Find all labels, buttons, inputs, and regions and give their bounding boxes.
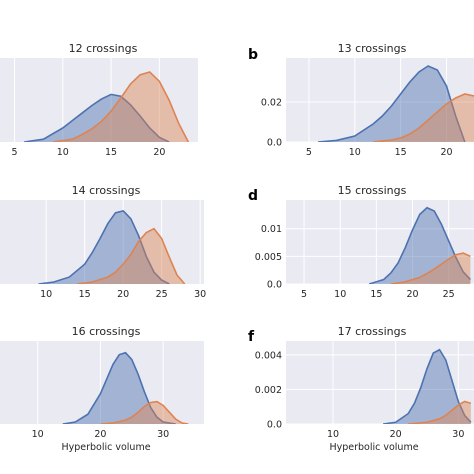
x-tick-label: 20 bbox=[94, 429, 106, 440]
plot-area bbox=[286, 200, 474, 284]
x-axis-label: Hyperbolic volume bbox=[329, 442, 418, 453]
x-tick-label: 15 bbox=[105, 147, 117, 158]
x-tick-label: 10 bbox=[40, 289, 52, 300]
series-2-fill bbox=[100, 401, 189, 424]
x-tick-label: 20 bbox=[390, 429, 402, 440]
panel-letter: b bbox=[248, 47, 258, 63]
x-tick-label: 15 bbox=[395, 147, 407, 158]
y-tick-label: 0.004 bbox=[255, 350, 282, 361]
panel-a: 5 10 15 20 12 crossings bbox=[0, 42, 198, 158]
series-1-fill bbox=[383, 349, 471, 424]
panel-title: 15 crossings bbox=[338, 184, 407, 197]
x-tick-label: 5 bbox=[301, 289, 307, 300]
series-2-fill bbox=[408, 401, 471, 424]
x-tick-label: 10 bbox=[57, 147, 69, 158]
series-1-fill bbox=[62, 352, 176, 424]
x-tick-label: 15 bbox=[79, 289, 91, 300]
series-2-line bbox=[373, 93, 474, 142]
y-tick-label: 0.01 bbox=[261, 224, 282, 235]
x-tick-label: 15 bbox=[370, 289, 382, 300]
series-1-line bbox=[62, 351, 176, 424]
series-2-line bbox=[100, 400, 189, 424]
plot-area bbox=[0, 341, 204, 424]
x-tick-label: 25 bbox=[443, 289, 455, 300]
series-2-line bbox=[53, 71, 190, 142]
x-tick-label: 10 bbox=[334, 289, 346, 300]
panel-f: 10 20 30 0.0 0.002 0.004 17 crossings Hyperboli… bbox=[248, 325, 474, 453]
x-tick-label: 30 bbox=[194, 289, 206, 300]
x-tick-label: 10 bbox=[349, 147, 361, 158]
x-axis-label: Hyperbolic volume bbox=[61, 442, 150, 453]
x-tick-label: 10 bbox=[327, 429, 339, 440]
panel-title: 12 crossings bbox=[69, 42, 138, 55]
y-tick-label: 0.0 bbox=[267, 420, 282, 431]
panel-b: 5 10 15 20 0.0 0.02 13 crossings b bbox=[248, 42, 474, 158]
series-2-fill bbox=[53, 72, 189, 142]
x-tick-label: 20 bbox=[117, 289, 129, 300]
panel-e: 10 20 30 16 crossings Hyperbolic volume bbox=[0, 325, 204, 453]
x-tick-label: 30 bbox=[157, 429, 169, 440]
series-1-fill bbox=[369, 207, 471, 284]
panel-c: 10 15 20 25 30 14 crossings bbox=[0, 184, 206, 300]
series-2-line bbox=[76, 227, 186, 284]
series-2-fill bbox=[76, 228, 185, 284]
x-tick-label: 20 bbox=[406, 289, 418, 300]
y-tick-label: 0.0 bbox=[267, 138, 282, 149]
y-tick-label: 0.0 bbox=[267, 280, 282, 291]
panel-title: 13 crossings bbox=[338, 42, 407, 55]
series-2-line bbox=[408, 400, 472, 424]
plot-area bbox=[286, 58, 474, 142]
x-tick-label: 10 bbox=[32, 429, 44, 440]
panel-letter: d bbox=[248, 188, 258, 204]
panel-letter: f bbox=[248, 329, 255, 345]
x-tick-label: 5 bbox=[306, 147, 312, 158]
series-2-fill bbox=[373, 94, 474, 142]
x-tick-label: 5 bbox=[11, 147, 17, 158]
x-tick-label: 20 bbox=[440, 147, 452, 158]
x-tick-label: 25 bbox=[156, 289, 168, 300]
panel-title: 17 crossings bbox=[338, 325, 407, 338]
series-1-line bbox=[318, 65, 466, 142]
y-tick-label: 0.02 bbox=[261, 98, 282, 109]
y-tick-label: 0.005 bbox=[255, 252, 282, 263]
series-1-line bbox=[38, 209, 170, 284]
plot-area bbox=[0, 200, 204, 284]
series-1-fill bbox=[318, 66, 465, 142]
panel-d: 5 10 15 20 25 0.0 0.005 0.01 15 crossings d bbox=[248, 184, 474, 300]
x-tick-label: 20 bbox=[153, 147, 165, 158]
series-2-line bbox=[390, 252, 471, 284]
series-2-fill bbox=[390, 253, 471, 284]
series-1-fill bbox=[38, 210, 170, 284]
panel-title: 14 crossings bbox=[72, 184, 141, 197]
series-1-line bbox=[383, 348, 472, 424]
panel-title: 16 crossings bbox=[72, 325, 141, 338]
series-1-line bbox=[24, 93, 170, 142]
y-tick-label: 0.002 bbox=[255, 385, 282, 396]
x-tick-label: 30 bbox=[452, 429, 464, 440]
